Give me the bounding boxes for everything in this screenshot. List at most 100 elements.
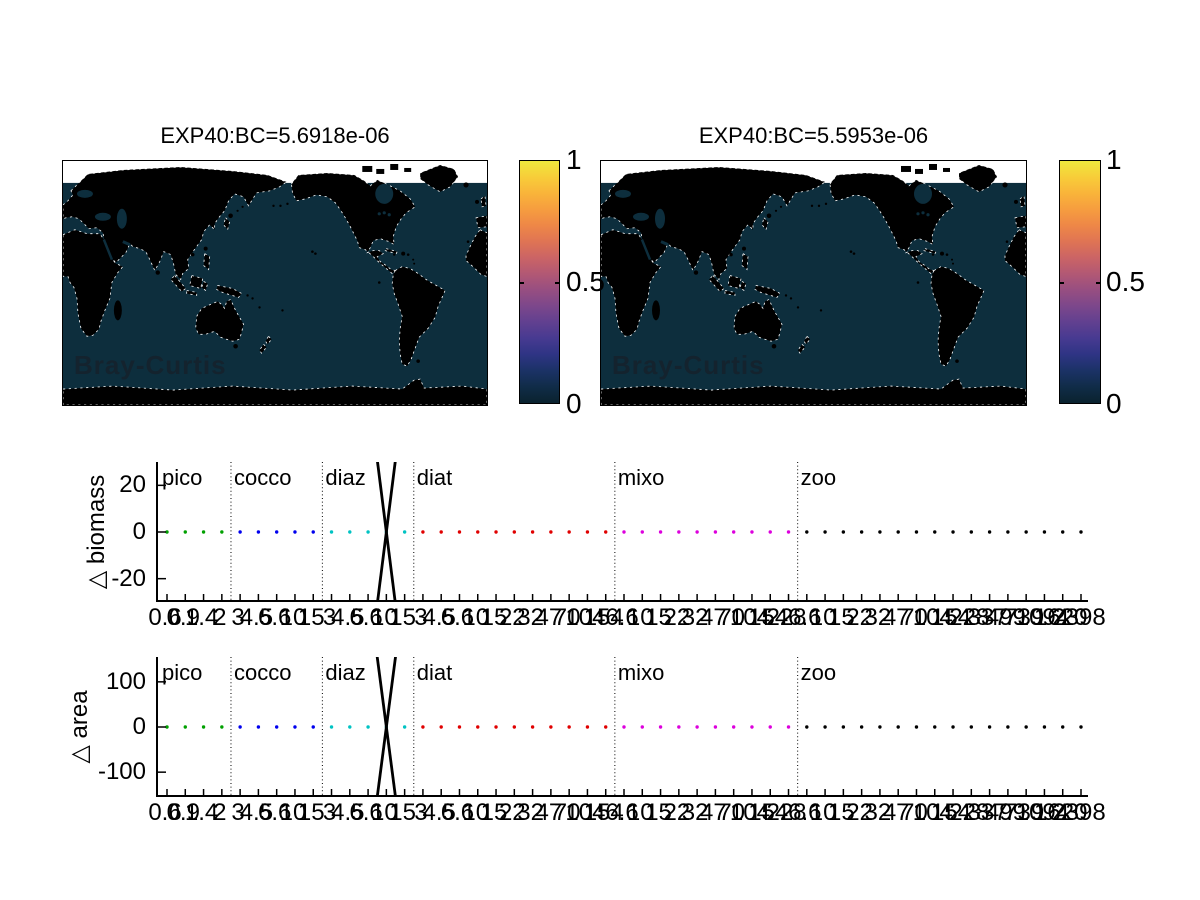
data-point: [402, 725, 407, 729]
data-point: [823, 725, 827, 729]
data-point: [731, 530, 736, 534]
data-point: [530, 725, 535, 729]
data-point: [494, 725, 498, 729]
group-label-diaz: diaz: [325, 660, 366, 685]
x-tick-label: 0.6: [148, 604, 182, 631]
data-point: [238, 725, 242, 729]
x-tick-label: 32: [864, 799, 892, 826]
data-point: [421, 725, 425, 729]
x-tick-label: 228: [766, 799, 807, 826]
data-point: [859, 725, 864, 729]
data-point: [274, 530, 279, 534]
x-tick-label: 1094: [1015, 604, 1070, 631]
data-point: [476, 530, 480, 534]
x-tick-label: 6.6: [788, 604, 822, 631]
data-point: [274, 725, 279, 729]
data-point: [677, 725, 681, 729]
x-tick-label: 6.6: [605, 799, 639, 826]
x-tick-label: 228: [766, 604, 807, 631]
x-tick-label: 739: [1004, 604, 1045, 631]
x-tick-label: 6.6: [440, 799, 475, 826]
data-point: [695, 530, 699, 534]
data-point: [165, 530, 169, 534]
group-label-mixo: mixo: [617, 465, 665, 490]
group-label-diaz: diaz: [325, 465, 366, 490]
x-tick-label: 2398: [1052, 604, 1106, 631]
data-point: [402, 530, 407, 534]
x-tick-label: 104: [912, 799, 953, 826]
group-label-mixo: mixo: [617, 660, 665, 685]
data-point: [549, 530, 553, 534]
x-tick-label: 6.6: [605, 604, 639, 631]
x-tick-label: 10: [462, 604, 490, 631]
data-point: [604, 725, 608, 729]
x-tick-label: 154: [748, 604, 789, 631]
colorbar-tick-label: 1: [1106, 144, 1122, 175]
x-tick-label: 70: [901, 799, 928, 826]
x-tick-label: 104: [912, 604, 953, 631]
data-point: [293, 530, 297, 534]
map-title-2: EXP40:BC=5.5953e-06: [698, 123, 929, 148]
x-tick-label: 154: [931, 799, 972, 826]
x-tick-label: 47: [882, 799, 910, 826]
x-tick-label: 6.6: [257, 604, 292, 631]
x-tick-label: 4.5: [422, 604, 456, 631]
data-point: [914, 725, 919, 729]
x-tick-label: 70: [553, 799, 581, 826]
data-point: [1079, 725, 1083, 729]
x-tick-label: 6.6: [349, 799, 383, 826]
data-point: [348, 725, 352, 729]
data-point: [713, 530, 718, 534]
data-point: [256, 530, 261, 534]
data-point: [841, 725, 846, 729]
x-tick-label: 32: [864, 604, 892, 631]
x-tick-label: 0.9: [166, 799, 200, 826]
x-tick-label: 499: [985, 604, 1026, 631]
x-tick-label: 6.6: [349, 604, 383, 631]
x-tick-label: 10: [809, 799, 837, 826]
axes-area: [156, 657, 1088, 797]
x-tick-label: 104: [729, 604, 770, 631]
data-point: [1006, 530, 1010, 534]
data-point: [439, 725, 443, 729]
map-annotation-1: Bray-Curtis: [74, 350, 227, 380]
x-tick-label: 104: [729, 799, 770, 826]
x-tick-label: 2398: [1052, 799, 1106, 826]
map-annotation-2: Bray-Curtis: [612, 350, 765, 380]
data-point: [293, 725, 297, 729]
x-tick-label: 1620: [1034, 604, 1088, 631]
x-tick-label: 47: [700, 799, 727, 826]
x-tick-label: 6.6: [440, 604, 475, 631]
data-point: [512, 725, 517, 729]
x-tick-label: 499: [985, 799, 1026, 826]
x-tick-label: 4.5: [422, 799, 456, 826]
data-point: [183, 530, 187, 534]
data-point: [951, 725, 955, 729]
group-label-pico: pico: [162, 660, 203, 685]
x-tick-label: 4.5: [331, 604, 365, 631]
data-point: [201, 725, 206, 729]
x-tick-label: 104: [565, 799, 606, 826]
data-point: [969, 530, 974, 534]
data-point: [969, 725, 974, 729]
data-point: [823, 530, 827, 534]
data-point: [220, 530, 224, 534]
x-tick-label: 154: [931, 604, 972, 631]
x-tick-label: 22: [498, 799, 526, 826]
x-tick-label: 0.6: [148, 799, 182, 826]
colorbar-tick-label: 1: [566, 144, 582, 175]
colorbar-1: [519, 160, 560, 404]
x-tick-label: 22: [663, 604, 691, 631]
x-tick-label: 70: [901, 604, 928, 631]
data-point: [878, 530, 882, 534]
x-tick-label: 10: [371, 604, 398, 631]
y-tick-label: 20: [119, 471, 146, 499]
x-tick-label: 32: [517, 799, 544, 826]
x-tick-label: 15: [297, 799, 325, 826]
x-tick-label: 22: [663, 799, 691, 826]
x-tick-label: 1.4: [184, 799, 219, 826]
x-tick-label: 228: [949, 604, 990, 631]
data-point: [622, 725, 626, 729]
x-tick-label: 15: [480, 604, 508, 631]
x-tick-label: 1620: [1034, 799, 1088, 826]
